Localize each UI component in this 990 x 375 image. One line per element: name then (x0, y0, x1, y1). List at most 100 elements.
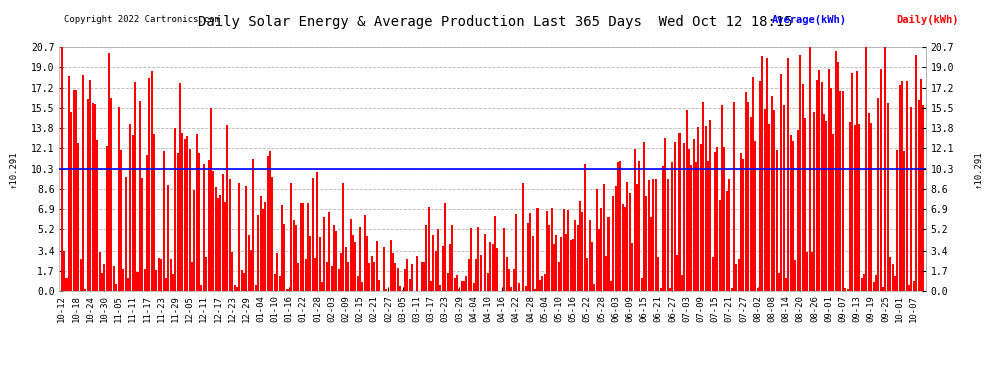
Bar (496, 248, 498, 291)
Bar (262, 209, 264, 291)
Bar (792, 141, 794, 291)
Bar (726, 191, 728, 291)
Bar (317, 172, 319, 291)
Bar (676, 255, 678, 291)
Bar (472, 284, 474, 291)
Bar (212, 171, 214, 291)
Bar (445, 203, 446, 291)
Bar (581, 212, 583, 291)
Bar (853, 124, 855, 291)
Bar (773, 110, 775, 291)
Bar (333, 225, 335, 291)
Bar (569, 240, 571, 291)
Bar (172, 274, 174, 291)
Bar (120, 150, 122, 291)
Bar (60, 47, 62, 291)
Bar (205, 257, 207, 291)
Bar (537, 209, 539, 291)
Bar (307, 203, 309, 291)
Bar (697, 127, 700, 291)
Bar (799, 55, 801, 291)
Bar (577, 225, 579, 291)
Bar (702, 102, 704, 291)
Bar (82, 75, 84, 291)
Bar (340, 253, 343, 291)
Bar (858, 124, 860, 291)
Bar (901, 81, 903, 291)
Bar (144, 269, 146, 291)
Bar (574, 220, 576, 291)
Bar (877, 99, 879, 291)
Bar (816, 80, 818, 291)
Bar (865, 47, 867, 291)
Bar (632, 243, 634, 291)
Bar (188, 148, 191, 291)
Bar (826, 121, 828, 291)
Bar (586, 258, 588, 291)
Bar (674, 142, 676, 291)
Bar (749, 117, 751, 291)
Bar (80, 258, 82, 291)
Bar (683, 143, 685, 291)
Bar (906, 81, 908, 291)
Bar (525, 286, 527, 291)
Bar (215, 187, 217, 291)
Bar (115, 284, 117, 291)
Text: Copyright 2022 Cartronics.com: Copyright 2022 Cartronics.com (64, 15, 220, 24)
Bar (652, 179, 654, 291)
Bar (535, 289, 537, 291)
Bar (196, 134, 198, 291)
Bar (678, 134, 680, 291)
Bar (766, 58, 768, 291)
Bar (351, 235, 353, 291)
Bar (276, 254, 278, 291)
Bar (390, 240, 392, 291)
Bar (252, 159, 254, 291)
Bar (489, 242, 491, 291)
Bar (903, 151, 905, 291)
Bar (137, 272, 139, 291)
Bar (523, 183, 525, 291)
Bar (305, 259, 307, 291)
Bar (361, 282, 363, 291)
Bar (508, 270, 510, 291)
Bar (134, 82, 137, 291)
Bar (814, 112, 816, 291)
Bar (742, 159, 744, 291)
Bar (659, 288, 661, 291)
Bar (846, 289, 848, 291)
Bar (448, 244, 450, 291)
Bar (780, 74, 782, 291)
Bar (548, 225, 550, 291)
Bar (650, 217, 652, 291)
Bar (174, 128, 176, 291)
Bar (217, 198, 219, 291)
Bar (842, 92, 843, 291)
Bar (802, 84, 804, 291)
Bar (111, 98, 113, 291)
Bar (647, 180, 649, 291)
Bar (821, 82, 823, 291)
Bar (130, 124, 132, 291)
Bar (589, 220, 591, 291)
Bar (155, 270, 157, 291)
Bar (884, 47, 886, 291)
Bar (882, 288, 884, 291)
Bar (787, 58, 789, 291)
Bar (254, 285, 256, 291)
Bar (336, 231, 338, 291)
Bar (797, 130, 799, 291)
Bar (198, 153, 200, 291)
Bar (453, 278, 455, 291)
Text: Daily(kWh): Daily(kWh) (896, 15, 958, 25)
Text: Average(kWh): Average(kWh) (772, 15, 847, 25)
Bar (790, 135, 792, 291)
Bar (511, 287, 513, 291)
Bar (875, 275, 877, 291)
Bar (838, 62, 840, 291)
Bar (542, 276, 544, 291)
Bar (347, 262, 349, 291)
Bar (771, 96, 773, 291)
Bar (113, 266, 115, 291)
Bar (868, 112, 870, 291)
